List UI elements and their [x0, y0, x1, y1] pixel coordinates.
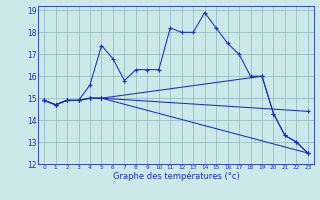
X-axis label: Graphe des températures (°c): Graphe des températures (°c) — [113, 172, 239, 181]
